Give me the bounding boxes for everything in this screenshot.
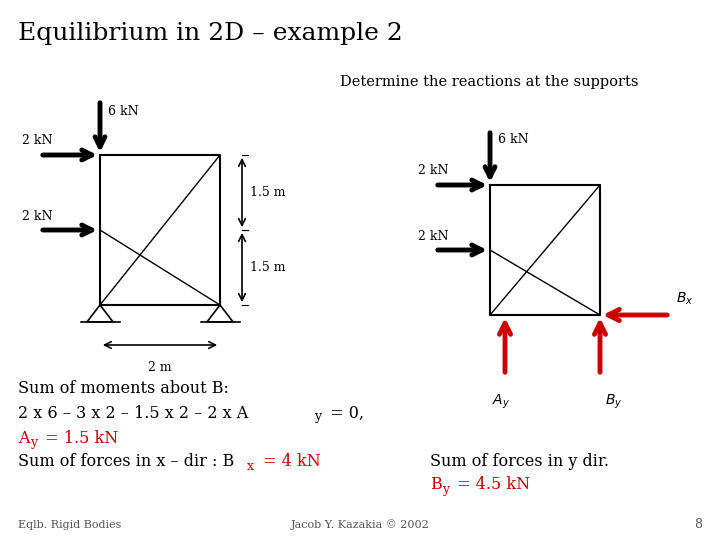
Text: $B_x$: $B_x$ [676,291,693,307]
Text: 2 kN: 2 kN [418,230,449,242]
Text: = 4 kN: = 4 kN [258,453,320,470]
Text: $A_y$: $A_y$ [492,393,510,411]
Text: y: y [30,436,37,449]
Text: Sum of forces in x – dir : B: Sum of forces in x – dir : B [18,453,234,470]
Text: 2 m: 2 m [148,361,172,374]
Text: Determine the reactions at the supports: Determine the reactions at the supports [340,75,639,89]
Text: 1.5 m: 1.5 m [250,186,286,199]
Text: 2 kN: 2 kN [22,210,53,222]
Text: $B_y$: $B_y$ [605,393,622,411]
Text: 2 kN: 2 kN [22,134,53,147]
Text: = 1.5 kN: = 1.5 kN [40,430,118,447]
Text: Sum of forces in y dir.: Sum of forces in y dir. [430,453,609,470]
Text: 8: 8 [694,518,702,531]
Text: 6 kN: 6 kN [498,133,528,146]
Text: 6 kN: 6 kN [108,105,139,118]
Text: x: x [247,460,254,473]
Text: Equilibrium in 2D – example 2: Equilibrium in 2D – example 2 [18,22,402,45]
Text: B: B [430,476,442,493]
Text: Sum of moments about B:: Sum of moments about B: [18,380,229,397]
Text: y: y [314,410,321,423]
Text: y: y [442,483,449,496]
Text: 2 kN: 2 kN [418,165,449,178]
Text: 2 x 6 – 3 x 2 – 1.5 x 2 – 2 x A: 2 x 6 – 3 x 2 – 1.5 x 2 – 2 x A [18,405,248,422]
Text: 1.5 m: 1.5 m [250,261,286,274]
Text: Jacob Y. Kazakia © 2002: Jacob Y. Kazakia © 2002 [291,519,429,530]
Text: = 0,: = 0, [325,405,364,422]
Text: = 4.5 kN: = 4.5 kN [452,476,530,493]
Text: A: A [18,430,30,447]
Text: Eqlb. Rigid Bodies: Eqlb. Rigid Bodies [18,520,122,530]
